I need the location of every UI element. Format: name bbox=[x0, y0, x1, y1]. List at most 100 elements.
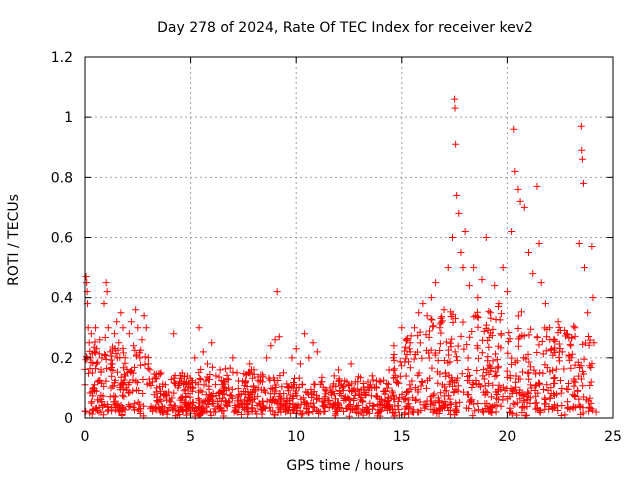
data-point bbox=[111, 330, 119, 338]
data-point bbox=[194, 395, 202, 403]
data-point bbox=[87, 330, 95, 338]
data-point bbox=[217, 397, 225, 405]
data-point bbox=[485, 370, 493, 378]
data-point bbox=[449, 318, 457, 326]
data-point bbox=[531, 382, 539, 390]
data-point bbox=[453, 353, 461, 361]
data-point bbox=[257, 405, 265, 413]
data-point bbox=[310, 380, 318, 388]
data-point bbox=[310, 388, 318, 396]
data-point bbox=[506, 374, 514, 382]
data-point bbox=[444, 359, 452, 367]
data-point bbox=[412, 384, 420, 392]
data-point bbox=[335, 377, 343, 385]
data-point bbox=[514, 342, 522, 350]
data-point bbox=[386, 404, 394, 412]
data-point bbox=[250, 394, 258, 402]
data-point bbox=[102, 355, 110, 363]
data-point bbox=[532, 370, 540, 378]
data-point bbox=[487, 363, 495, 371]
data-point bbox=[530, 366, 538, 374]
data-point bbox=[389, 392, 397, 400]
data-point bbox=[427, 315, 435, 323]
data-point bbox=[491, 401, 499, 409]
data-point bbox=[116, 353, 124, 361]
data-point bbox=[586, 394, 594, 402]
data-point bbox=[184, 400, 192, 408]
data-point bbox=[115, 339, 123, 347]
data-point bbox=[571, 324, 579, 332]
data-point bbox=[460, 388, 468, 396]
data-point bbox=[246, 360, 254, 368]
data-point bbox=[494, 303, 502, 311]
data-point bbox=[582, 396, 590, 404]
data-point bbox=[126, 388, 134, 396]
data-point bbox=[200, 381, 208, 389]
data-point bbox=[345, 412, 353, 420]
data-point bbox=[350, 395, 358, 403]
data-point bbox=[208, 363, 216, 371]
data-point bbox=[411, 351, 419, 359]
data-point bbox=[242, 371, 250, 379]
data-point bbox=[465, 282, 473, 290]
data-point bbox=[531, 399, 539, 407]
data-point bbox=[339, 387, 347, 395]
data-point bbox=[576, 364, 584, 372]
x-axis-tick-labels: 0 5 10 15 20 25 bbox=[81, 429, 622, 445]
data-point bbox=[474, 308, 482, 316]
data-point bbox=[203, 360, 211, 368]
data-point bbox=[489, 357, 497, 365]
data-point bbox=[100, 300, 108, 308]
data-point bbox=[85, 339, 93, 347]
y-tick-label: 0 bbox=[64, 411, 73, 427]
data-point bbox=[397, 362, 405, 370]
data-point bbox=[181, 385, 189, 393]
x-tick-label: 15 bbox=[393, 429, 411, 445]
data-point bbox=[588, 406, 596, 414]
data-point bbox=[398, 324, 406, 332]
data-point bbox=[587, 364, 595, 372]
data-point bbox=[556, 345, 564, 353]
data-point bbox=[451, 314, 459, 322]
data-point bbox=[234, 401, 242, 409]
data-point bbox=[478, 276, 486, 284]
data-point bbox=[426, 397, 434, 405]
data-point bbox=[568, 350, 576, 358]
data-point bbox=[557, 389, 565, 397]
data-point bbox=[196, 374, 204, 382]
y-axis-label: ROTI / TECUs bbox=[6, 194, 22, 286]
data-point bbox=[403, 388, 411, 396]
data-point bbox=[144, 364, 152, 372]
data-point bbox=[410, 324, 418, 332]
data-point bbox=[406, 381, 414, 389]
data-point bbox=[259, 371, 267, 379]
data-point bbox=[457, 332, 465, 340]
data-point bbox=[144, 354, 152, 362]
data-point bbox=[479, 336, 487, 344]
data-point bbox=[105, 406, 113, 414]
x-tick-label: 10 bbox=[287, 429, 305, 445]
data-point bbox=[119, 380, 127, 388]
data-point bbox=[242, 377, 250, 385]
data-point bbox=[434, 379, 442, 387]
data-point bbox=[280, 390, 288, 398]
data-point bbox=[471, 407, 479, 415]
data-point bbox=[354, 378, 362, 386]
y-axis-tick-labels: 0 0.2 0.4 0.6 0.8 1 1.2 bbox=[51, 50, 73, 427]
data-point bbox=[134, 379, 142, 387]
data-point bbox=[250, 383, 258, 391]
data-point bbox=[506, 335, 514, 343]
data-point bbox=[436, 346, 444, 354]
data-point bbox=[270, 410, 278, 418]
data-point bbox=[527, 325, 535, 333]
data-point bbox=[585, 332, 593, 340]
data-point bbox=[567, 342, 575, 350]
data-point bbox=[199, 348, 207, 356]
data-point bbox=[330, 372, 338, 380]
data-point bbox=[532, 405, 540, 413]
data-point bbox=[110, 401, 118, 409]
data-point bbox=[244, 410, 252, 418]
data-point bbox=[571, 403, 579, 411]
data-point bbox=[425, 354, 433, 362]
data-point bbox=[377, 378, 385, 386]
